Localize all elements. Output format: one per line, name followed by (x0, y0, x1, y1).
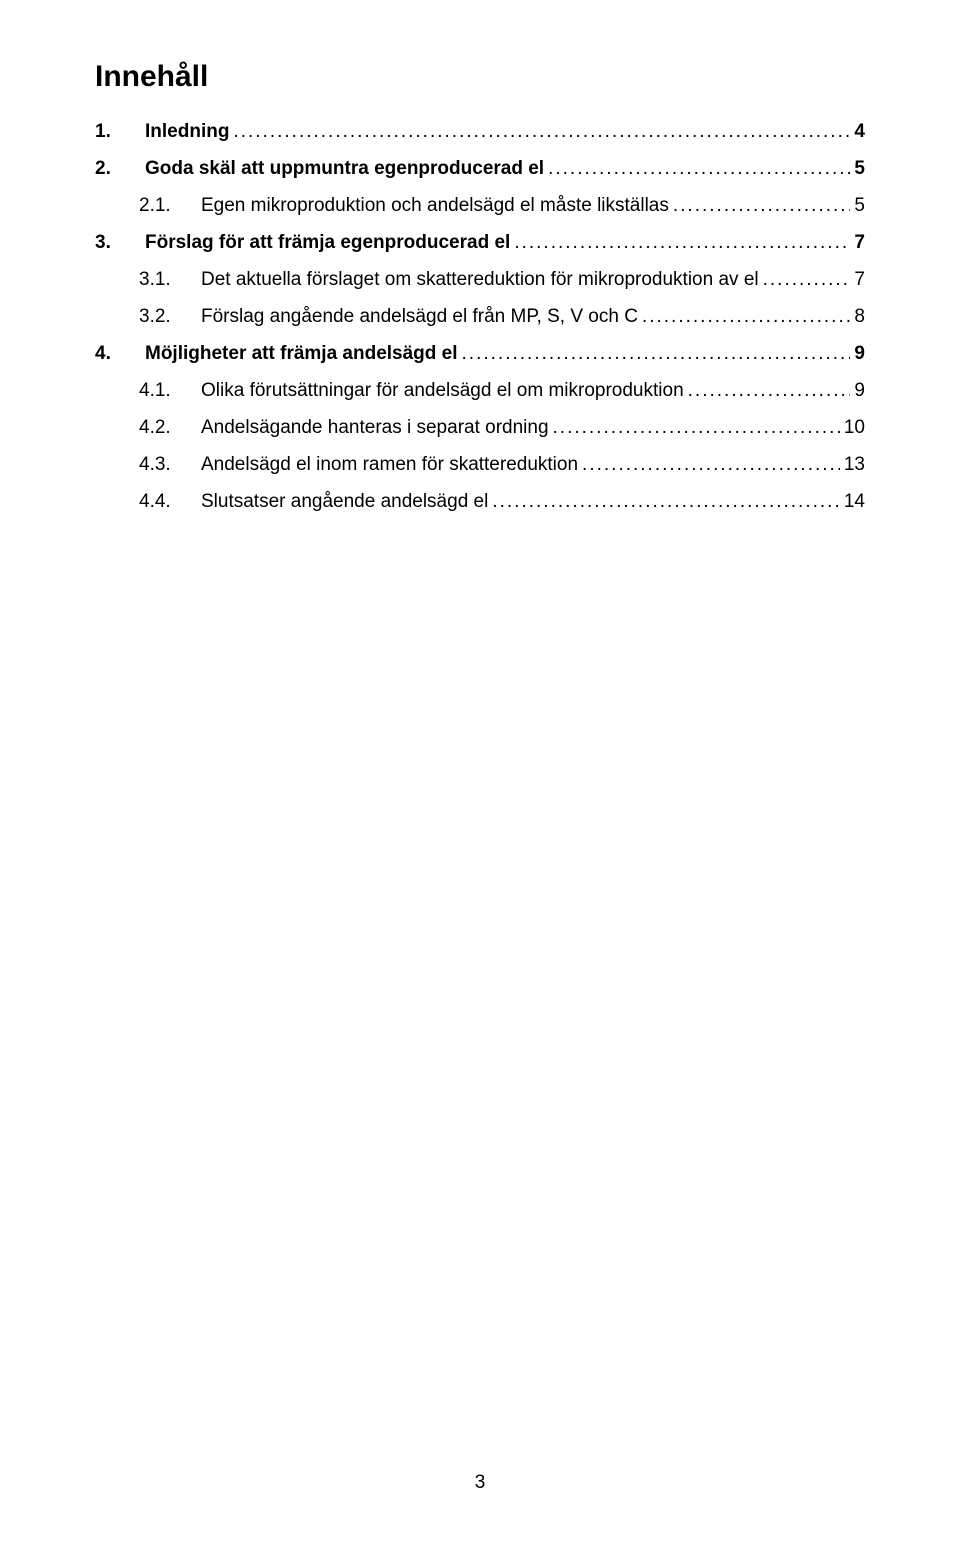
toc-entry-page: 8 (854, 307, 865, 326)
toc-entry-number: 1. (95, 122, 145, 141)
toc-entry-number: 2.1. (139, 196, 201, 215)
toc-entry-title: Förslag för att främja egenproducerad el (145, 233, 510, 252)
toc-entry-number: 4.1. (139, 381, 201, 400)
toc-entry[interactable]: 1.Inledning 4 (95, 122, 865, 141)
toc-entry-title: Inledning (145, 122, 229, 141)
toc-entry[interactable]: 3.Förslag för att främja egenproducerad … (95, 233, 865, 252)
page-number: 3 (0, 1472, 960, 1494)
toc-entry-title: Det aktuella förslaget om skattereduktio… (201, 270, 759, 289)
toc-leader-dots (548, 159, 850, 178)
toc-entry-number: 4.2. (139, 418, 201, 437)
toc-leader-dots (233, 122, 850, 141)
toc-entry-number: 3.1. (139, 270, 201, 289)
toc-leader-dots (462, 344, 851, 363)
toc-entry[interactable]: 4.4.Slutsatser angående andelsägd el 14 (95, 492, 865, 511)
toc-heading: Innehåll (95, 60, 865, 94)
toc-entry-number: 3.2. (139, 307, 201, 326)
toc-leader-dots (642, 307, 850, 326)
toc-leader-dots (582, 455, 840, 474)
toc-entry-page: 5 (854, 196, 865, 215)
toc-entry[interactable]: 4.1.Olika förutsättningar för andelsägd … (95, 381, 865, 400)
toc-entry-page: 10 (844, 418, 865, 437)
toc-leader-dots (492, 492, 840, 511)
table-of-contents: 1.Inledning 4 2.Goda skäl att uppmuntra eg… (95, 122, 865, 511)
toc-entry-number: 4.4. (139, 492, 201, 511)
toc-entry-number: 4. (95, 344, 145, 363)
toc-entry-page: 13 (844, 455, 865, 474)
toc-entry-page: 7 (854, 233, 865, 252)
toc-entry[interactable]: 3.2.Förslag angående andelsägd el från M… (95, 307, 865, 326)
toc-entry[interactable]: 3.1.Det aktuella förslaget om skatteredu… (95, 270, 865, 289)
toc-entry-title: Möjligheter att främja andelsägd el (145, 344, 458, 363)
toc-entry-title: Andelsägd el inom ramen för skatteredukt… (201, 455, 578, 474)
toc-entry-page: 9 (854, 381, 865, 400)
toc-entry-number: 4.3. (139, 455, 201, 474)
toc-entry-page: 7 (854, 270, 865, 289)
toc-entry[interactable]: 2.Goda skäl att uppmuntra egenproducerad… (95, 159, 865, 178)
toc-entry-title: Slutsatser angående andelsägd el (201, 492, 488, 511)
toc-entry-page: 5 (854, 159, 865, 178)
toc-entry[interactable]: 4.Möjligheter att främja andelsägd el 9 (95, 344, 865, 363)
toc-leader-dots (763, 270, 851, 289)
toc-entry-page: 9 (854, 344, 865, 363)
toc-entry-title: Förslag angående andelsägd el från MP, S… (201, 307, 638, 326)
toc-entry-title: Andelsägande hanteras i separat ordning (201, 418, 549, 437)
toc-entry-page: 14 (844, 492, 865, 511)
toc-entry-title: Egen mikroproduktion och andelsägd el må… (201, 196, 669, 215)
toc-entry[interactable]: 2.1.Egen mikroproduktion och andelsägd e… (95, 196, 865, 215)
document-page: Innehåll 1.Inledning 4 2.Goda skäl att upp… (0, 0, 960, 1564)
toc-entry-title: Goda skäl att uppmuntra egenproducerad e… (145, 159, 544, 178)
toc-leader-dots (673, 196, 851, 215)
toc-leader-dots (688, 381, 851, 400)
toc-entry-title: Olika förutsättningar för andelsägd el o… (201, 381, 684, 400)
toc-entry-number: 2. (95, 159, 145, 178)
toc-leader-dots (514, 233, 850, 252)
toc-entry-number: 3. (95, 233, 145, 252)
toc-entry-page: 4 (854, 122, 865, 141)
toc-leader-dots (553, 418, 840, 437)
toc-entry[interactable]: 4.2.Andelsägande hanteras i separat ordn… (95, 418, 865, 437)
toc-entry[interactable]: 4.3.Andelsägd el inom ramen för skattere… (95, 455, 865, 474)
